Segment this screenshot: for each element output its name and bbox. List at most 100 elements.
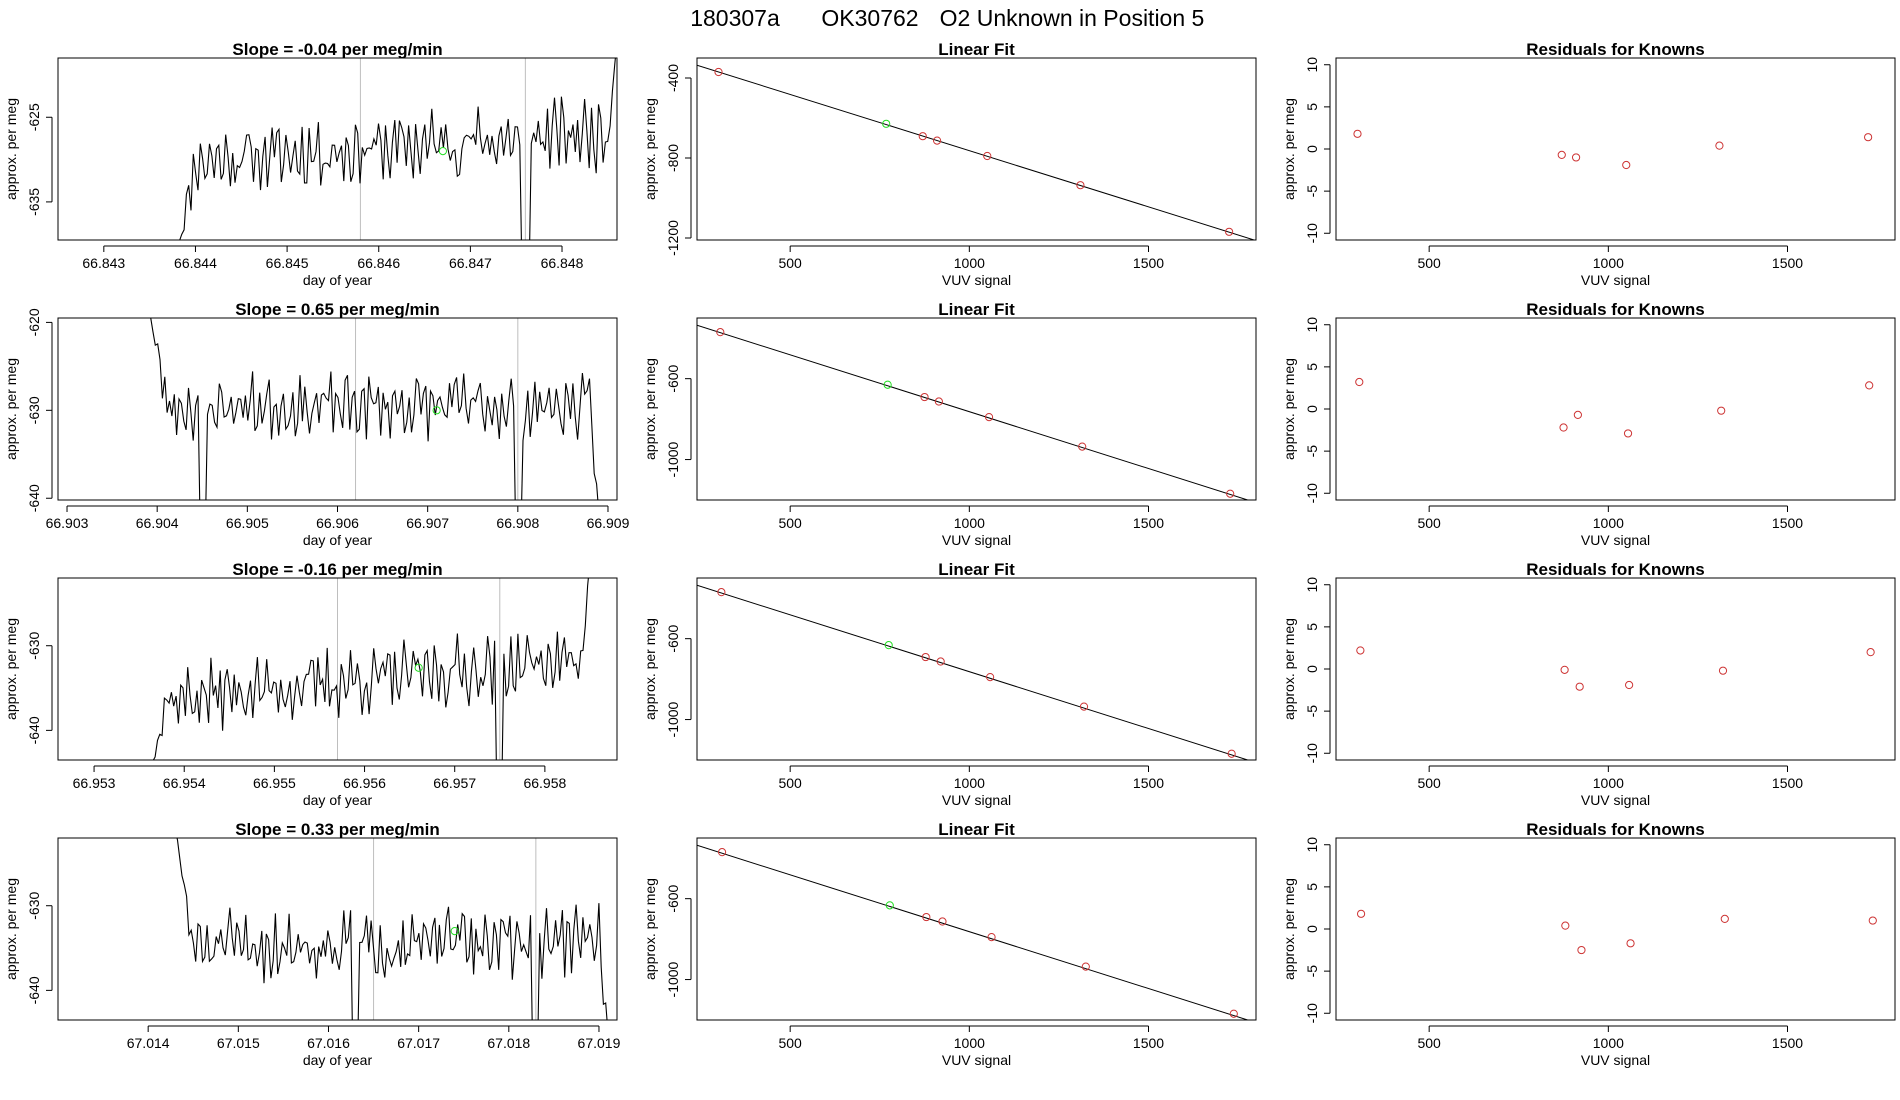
y-axis-label: approx. per meg — [3, 878, 19, 980]
y-axis: -600 -1000 — [665, 884, 692, 997]
x-axis: 500 1000 1500 — [778, 765, 1164, 791]
x-tick-label: 1000 — [1593, 515, 1624, 531]
x-tick-label: 1500 — [1133, 515, 1164, 531]
known-standard-point — [716, 328, 725, 337]
unknown-sample-point — [884, 641, 893, 650]
residual-point — [1355, 377, 1364, 387]
y-axis: 10 5 0 -5 -10 — [1304, 577, 1331, 763]
linear-fit-row-2: Linear Fit 500 1000 1500 VUV signal -600 -1000… — [642, 300, 1257, 548]
residual-point — [1557, 150, 1566, 159]
x-tick-label: 500 — [778, 515, 802, 531]
residuals-row-3: Residuals for Knowns 500 1000 1500 VUV signa… — [1281, 560, 1896, 808]
position-description: O2 Unknown in Position 5 — [940, 5, 1205, 31]
x-tick-label: 1500 — [1133, 775, 1164, 791]
unknown-sample-point — [882, 119, 891, 128]
x-tick-label: 66.909 — [587, 515, 630, 531]
figure-header: 180307a OK30762 O2 Unknown in Position 5 — [690, 5, 1204, 31]
residual-point — [1625, 680, 1634, 690]
y-tick-label: 5 — [1304, 363, 1320, 371]
x-tick-label: 66.953 — [73, 775, 116, 791]
y-tick-label: -625 — [26, 103, 42, 131]
plot-frame — [1335, 577, 1896, 761]
y-tick-label: -5 — [1304, 705, 1320, 718]
panel-title: Residuals for Knowns — [1526, 560, 1705, 579]
plot-area — [697, 64, 1256, 240]
x-tick-label: 66.844 — [174, 255, 217, 271]
plot-frame — [696, 577, 1257, 761]
x-axis: 500 1000 1500 — [1417, 765, 1803, 791]
residual-point — [1560, 665, 1569, 674]
known-standard-point — [1227, 749, 1236, 758]
y-axis-label: approx. per meg — [642, 98, 658, 200]
x-tick-label: 66.958 — [523, 775, 566, 791]
known-standard-point — [932, 136, 942, 145]
x-axis-label: VUV signal — [1581, 1052, 1650, 1068]
known-standard-point — [921, 652, 930, 662]
plot-area — [1353, 129, 1873, 170]
y-axis: -400 -800 -1200 — [665, 64, 692, 256]
plot-frame — [1335, 57, 1896, 241]
residuals-row-1: Residuals for Knowns 500 1000 1500 VUV signa… — [1281, 40, 1896, 288]
residual-point — [1865, 381, 1874, 390]
plot-area — [697, 324, 1250, 500]
linear-fit-row-4: Linear Fit 500 1000 1500 VUV signal -600 -1000… — [642, 820, 1257, 1068]
x-tick-label: 66.845 — [266, 255, 309, 271]
residual-point — [1356, 646, 1365, 655]
x-axis: 66.843 66.844 66.845 66.846 66.847 66.848 — [82, 245, 584, 271]
x-axis-label: VUV signal — [1581, 532, 1650, 548]
x-tick-label: 67.015 — [217, 1035, 260, 1051]
x-tick-label: 1500 — [1772, 775, 1803, 791]
panel-title: Slope = -0.16 per meg/min — [232, 560, 442, 579]
signal-trace — [176, 838, 608, 1020]
x-tick-label: 66.846 — [357, 255, 400, 271]
y-tick-label: -5 — [1304, 185, 1320, 198]
y-tick-label: 10 — [1304, 577, 1320, 593]
x-tick-label: 67.019 — [578, 1035, 621, 1051]
y-tick-label: -1000 — [665, 961, 681, 997]
x-axis-label: day of year — [303, 792, 373, 808]
plot-frame — [1335, 837, 1896, 1021]
y-axis: -630 -640 — [26, 632, 53, 744]
residual-point — [1353, 129, 1362, 138]
plot-frame — [696, 837, 1257, 1021]
y-axis: -600 -1000 — [665, 364, 692, 477]
y-tick-label: -600 — [665, 884, 681, 912]
y-tick-label: -1200 — [665, 220, 681, 256]
residual-point — [1720, 914, 1729, 923]
unknown-sample-point — [414, 663, 423, 672]
y-tick-label: -630 — [26, 632, 42, 660]
known-standard-point — [1079, 702, 1089, 711]
known-standard-point — [1226, 489, 1235, 498]
known-standard-point — [1225, 227, 1234, 236]
known-standard-point — [1076, 181, 1085, 190]
y-tick-label: -5 — [1304, 965, 1320, 978]
panel-title: Linear Fit — [938, 300, 1015, 319]
y-tick-label: -600 — [665, 364, 681, 392]
residual-point — [1623, 429, 1633, 438]
residual-point — [1573, 410, 1582, 419]
x-tick-label: 66.906 — [316, 515, 359, 531]
x-tick-label: 66.843 — [82, 255, 125, 271]
x-axis-label: VUV signal — [942, 792, 1011, 808]
x-tick-label: 1000 — [954, 775, 985, 791]
panel-title: Slope = 0.65 per meg/min — [235, 300, 440, 319]
y-axis-label: approx. per meg — [1281, 98, 1297, 200]
panel-title: Residuals for Knowns — [1526, 300, 1705, 319]
plot-area — [1356, 646, 1875, 691]
y-axis: -620 -630 -640 — [26, 308, 53, 512]
y-axis: 10 5 0 -5 -10 — [1304, 837, 1331, 1023]
unknown-sample-point — [432, 406, 441, 415]
y-tick-label: -1000 — [665, 441, 681, 477]
fit-line — [697, 324, 1250, 500]
fit-line — [697, 584, 1250, 760]
x-tick-label: 1500 — [1133, 255, 1164, 271]
unknown-sample-point — [885, 901, 894, 910]
x-tick-label: 1000 — [1593, 775, 1624, 791]
residual-point — [1718, 666, 1728, 675]
plot-frame — [1335, 317, 1896, 501]
residual-point — [1577, 945, 1586, 955]
